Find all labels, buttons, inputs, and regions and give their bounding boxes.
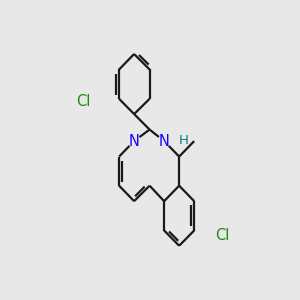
Ellipse shape — [158, 135, 170, 147]
Ellipse shape — [75, 95, 92, 107]
Text: N: N — [129, 134, 140, 148]
Ellipse shape — [128, 135, 140, 147]
Text: H: H — [179, 134, 189, 147]
Text: Cl: Cl — [215, 228, 229, 243]
Text: Cl: Cl — [76, 94, 91, 109]
Text: N: N — [159, 134, 170, 148]
Ellipse shape — [213, 229, 231, 241]
